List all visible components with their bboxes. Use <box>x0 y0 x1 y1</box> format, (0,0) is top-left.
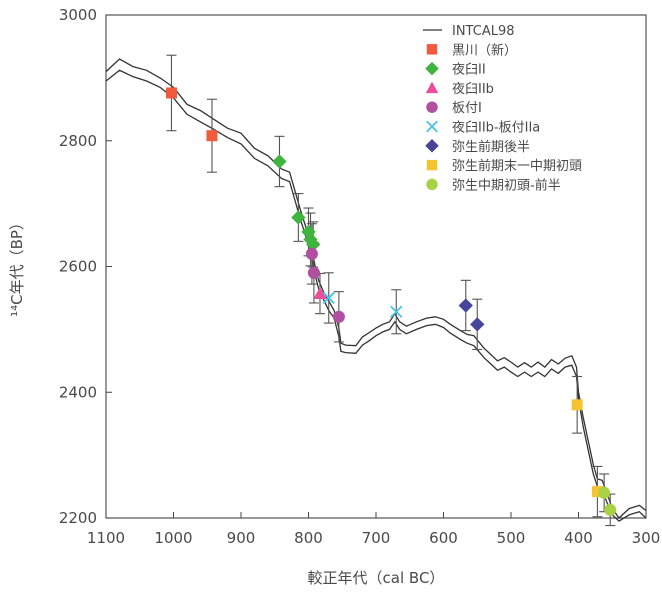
x-tick-label: 1000 <box>154 529 192 547</box>
curve-upper-line <box>105 58 647 519</box>
circle-marker <box>598 486 611 499</box>
x-marker-stroke <box>426 120 438 133</box>
triangle-marker <box>425 81 439 94</box>
x-marker <box>390 305 403 318</box>
circle-marker <box>604 503 617 516</box>
square-marker <box>571 399 583 411</box>
diamond-marker <box>301 224 316 240</box>
legend-label: 黒川（新） <box>452 42 517 58</box>
diamond-marker <box>470 317 485 332</box>
legend-label: INTCAL98 <box>452 24 515 39</box>
square-marker <box>426 159 438 171</box>
diamond-marker <box>425 61 439 76</box>
error-bars <box>166 54 616 527</box>
data-markers <box>165 87 617 516</box>
x-axis-title: 較正年代（cal BC） <box>308 569 445 587</box>
x-tick-label: 800 <box>294 529 323 547</box>
y-axis-title: ¹⁴C年代（BP） <box>8 215 26 317</box>
diamond-marker <box>458 298 473 313</box>
x-tick-label: 400 <box>564 529 593 547</box>
circle-marker <box>426 178 438 191</box>
square-marker <box>165 87 177 99</box>
legend-label: 夜臼IIb-板付IIa <box>452 121 540 136</box>
x-tick-label: 300 <box>632 529 661 547</box>
diamond-marker <box>306 237 321 252</box>
square-marker <box>426 44 438 55</box>
y-tick-label: 2400 <box>59 383 97 401</box>
x-tick-label: 500 <box>497 529 526 547</box>
x-tick-label: 1100 <box>87 529 125 547</box>
legend-label: 夜臼II <box>452 63 486 78</box>
square-marker <box>206 130 218 142</box>
x-tick-label: 600 <box>429 529 458 547</box>
legend-label: 弥生前期末一中期初頭 <box>452 158 582 174</box>
x-tick-label: 700 <box>362 529 391 547</box>
square-marker <box>591 486 603 498</box>
legend-label: 弥生中期初頭-前半 <box>452 177 561 193</box>
diamond-marker <box>291 210 306 225</box>
circle-marker <box>305 247 318 260</box>
x-marker <box>426 120 438 133</box>
plot-frame <box>105 14 647 519</box>
x-marker-stroke <box>390 305 403 318</box>
diamond-marker <box>272 154 287 169</box>
y-tick-label: 2600 <box>59 258 97 276</box>
triangle-marker <box>313 286 327 300</box>
legend-label: 板付I <box>452 101 482 116</box>
axis-ticks: 1100 1000 900 800 700 600 500 400 300 2200 2400 260… <box>59 6 661 547</box>
circle-marker <box>426 101 438 113</box>
y-tick-label: 2800 <box>59 132 97 150</box>
legend: INTCAL98 黒川（新） 夜臼II 夜臼IIb 板付I 夜臼IIb-板付IIa 弥生前期… <box>423 24 582 193</box>
circle-marker <box>307 266 320 279</box>
y-tick-label: 3000 <box>59 6 97 24</box>
curve-lower-line <box>105 69 647 522</box>
calibration-curve <box>105 58 647 522</box>
legend-label: 弥生前期後半 <box>452 139 530 155</box>
legend-label: 夜臼IIb <box>452 82 494 97</box>
diamond-marker <box>425 139 439 153</box>
x-marker-stroke <box>322 291 335 305</box>
circle-marker <box>332 310 345 323</box>
x-tick-label: 900 <box>227 529 256 547</box>
x-marker <box>322 291 335 305</box>
y-tick-label: 2200 <box>59 509 97 527</box>
